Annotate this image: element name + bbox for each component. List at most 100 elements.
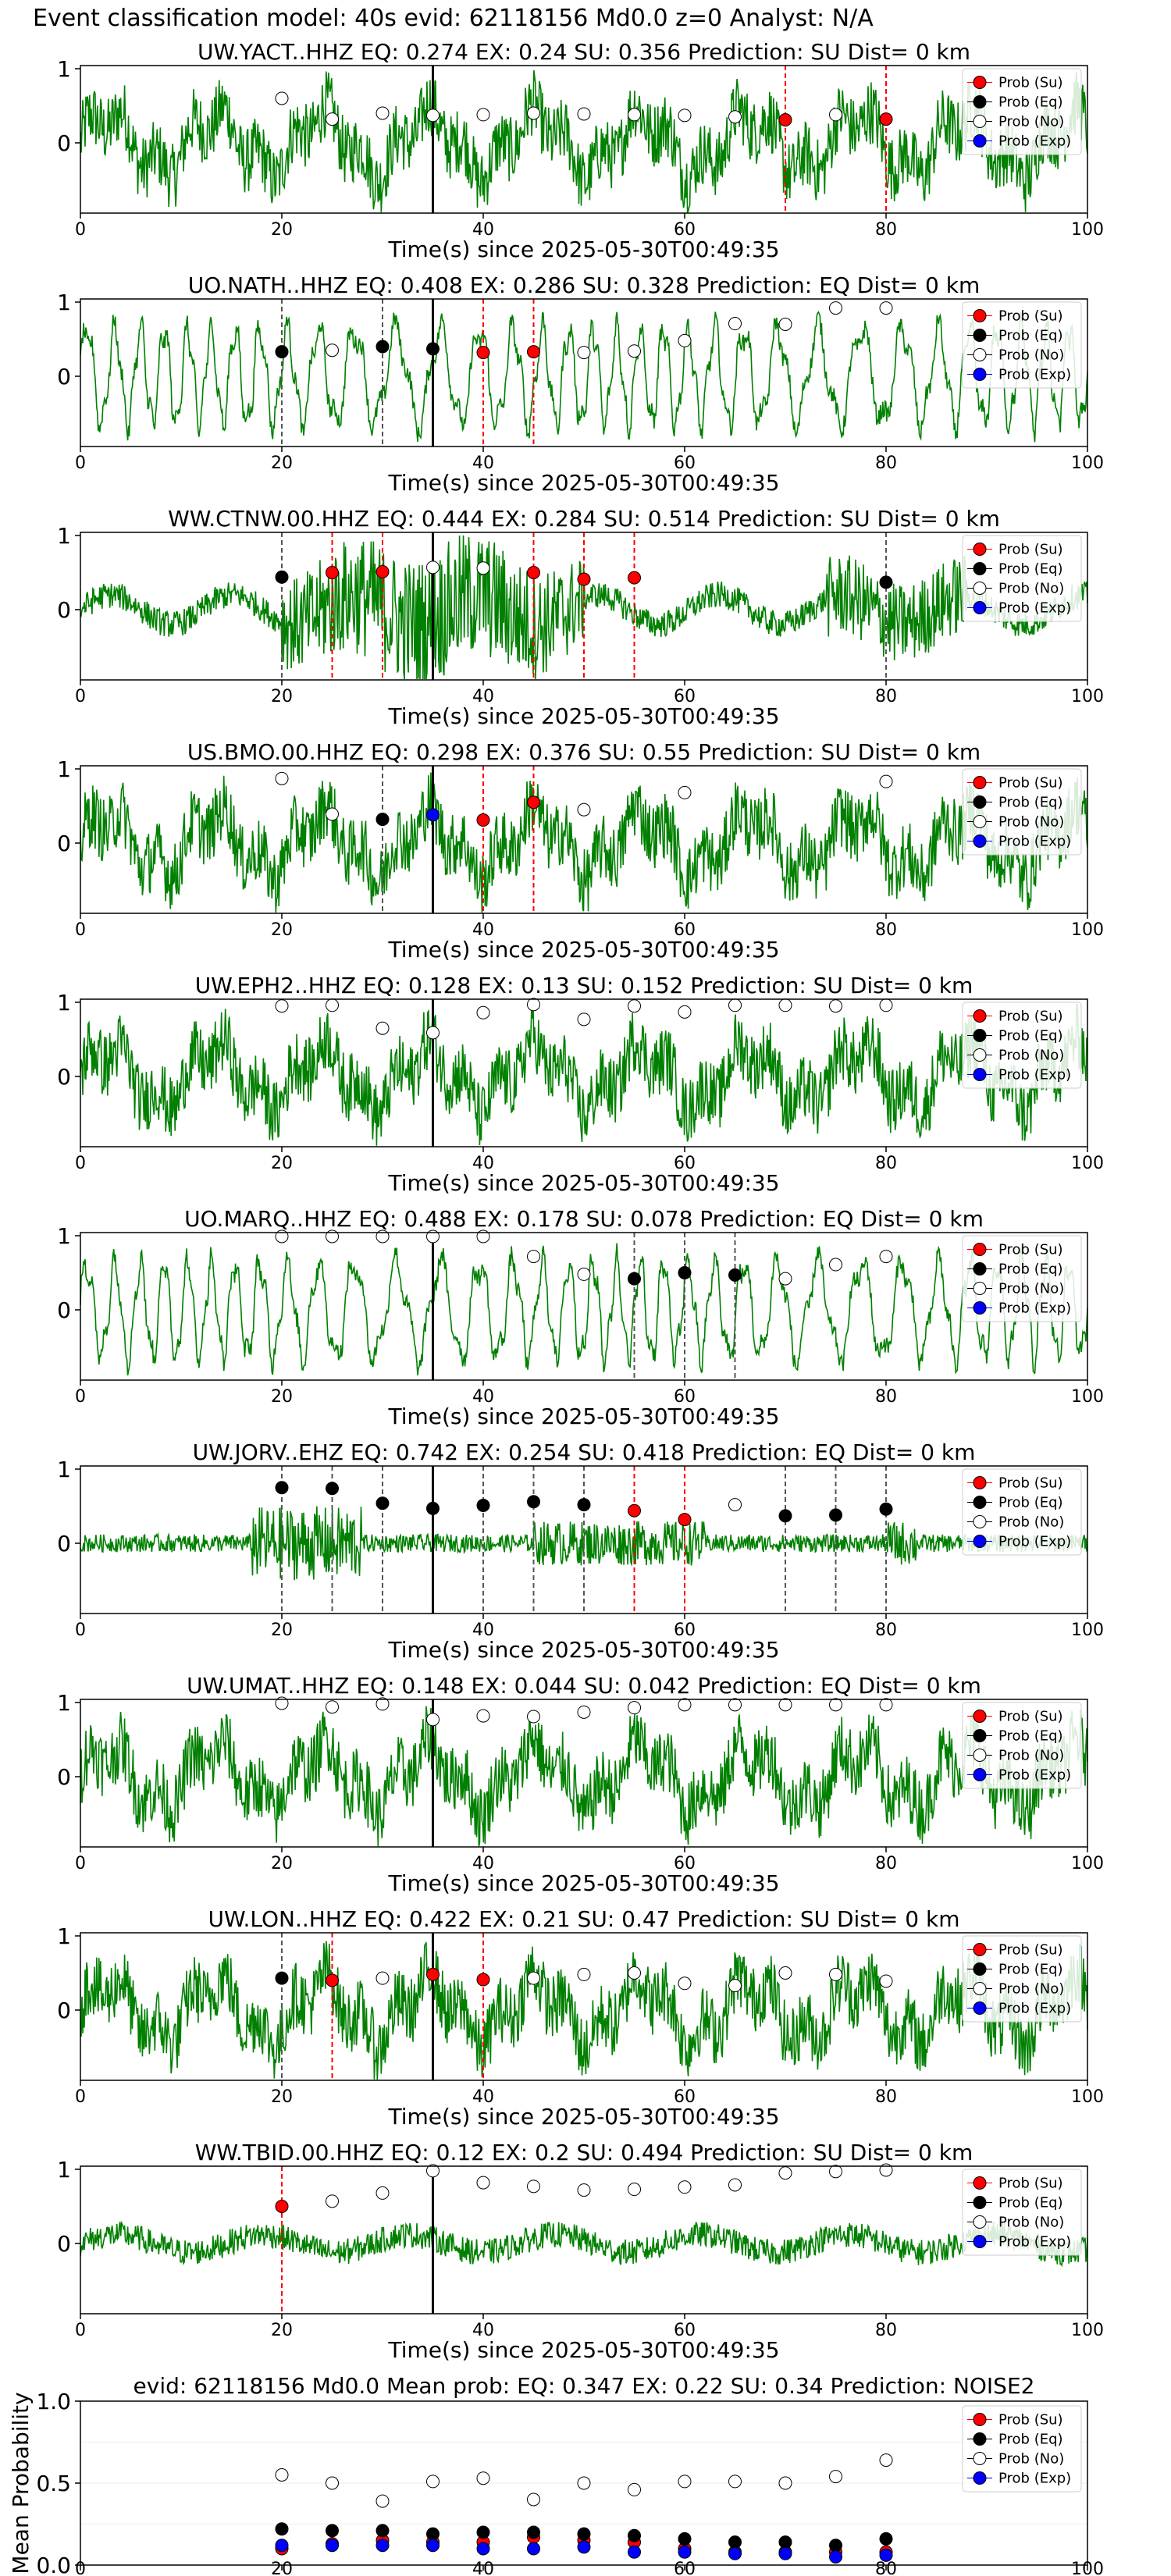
legend-box [962,1935,1082,2023]
legend-label-no: Prob (No) [998,814,1064,831]
panel-title: WW.TBID.00.HHZ EQ: 0.12 EX: 0.2 SU: 0.49… [195,2140,973,2165]
x-tick-label: 20 [271,2087,293,2107]
legend-box [962,2405,1082,2492]
prob-marker-no [527,2179,540,2194]
prob-marker-no [275,999,289,1013]
legend-label-exp: Prob (Exp) [998,2471,1071,2487]
prob-marker-su [326,1973,339,1987]
y-tick-label: 1 [57,2157,71,2183]
station-panel: UW.JORV..EHZ EQ: 0.742 EX: 0.254 SU: 0.4… [57,1439,1104,1663]
legend-label-su: Prob (Su) [998,1475,1063,1492]
legend-label-no: Prob (No) [998,1281,1064,1297]
prob-marker-no [577,2183,591,2197]
y-axis-label: Mean Probability [8,2392,34,2574]
y-tick-label: 1 [57,756,71,782]
prob-marker-no [778,318,792,331]
y-tick-label: 0 [57,831,71,856]
mean-point-exp [376,2539,390,2553]
x-axis-label: Time(s) since 2025-05-30T00:49:35 [387,2337,779,2363]
mean-point-exp [426,2539,440,2553]
mean-point-no [426,2475,440,2489]
x-tick-label: 60 [674,220,696,240]
legend-box [962,1702,1082,1789]
prob-marker-no [577,1967,591,1981]
x-tick-label: 60 [674,2560,696,2576]
x-tick-label: 100 [1071,1154,1104,1173]
mean-point-no [275,2468,289,2482]
prob-marker-no [476,1005,490,1019]
x-tick-label: 0 [75,687,86,706]
prob-marker-no [376,1971,390,1985]
prob-marker-no [728,1979,742,1993]
x-tick-label: 20 [271,2321,293,2340]
prob-marker-no [577,1267,591,1281]
x-tick-label: 80 [875,1154,897,1173]
x-tick-label: 60 [674,687,696,706]
x-tick-label: 40 [472,2087,494,2107]
y-tick-label: 1.0 [36,2389,71,2414]
prob-marker-no [326,807,339,821]
prob-marker-no [628,1701,641,1715]
prob-marker-no [326,1700,339,1714]
prob-marker-no [829,999,842,1013]
prob-marker-eq [376,1496,390,1510]
legend-marker-exp [973,1768,987,1781]
x-tick-label: 60 [674,1154,696,1173]
x-tick-label: 40 [472,1154,494,1173]
prob-marker-no [778,1698,792,1712]
prob-marker-su [577,572,591,586]
prob-marker-su [326,566,339,579]
legend-label-su: Prob (Su) [998,1009,1063,1025]
waveform-trace [80,2220,1088,2268]
prob-marker-no [829,1967,842,1981]
legend-marker-exp [973,601,987,614]
x-tick-label: 20 [271,1387,293,1407]
prob-marker-no [426,560,440,575]
x-tick-label: 0 [75,1854,86,1873]
legend-label-exp: Prob (Exp) [998,1067,1071,1083]
x-tick-label: 20 [271,1854,293,1873]
y-tick-label: 1 [57,56,71,82]
legend-marker-eq [973,562,987,575]
prob-marker-eq [376,340,390,354]
x-tick-label: 60 [674,454,696,473]
x-tick-label: 100 [1071,2087,1104,2107]
mean-point-no [376,2494,390,2508]
mean-point-no [829,2470,842,2484]
legend-marker-su [973,1243,987,1256]
prob-marker-no [577,802,591,817]
y-tick-label: 0 [57,130,71,156]
x-tick-label: 60 [674,920,696,940]
legend-box [962,1468,1082,1556]
legend-label-eq: Prob (Eq) [998,561,1063,578]
prob-marker-no [628,344,641,358]
station-panel: UW.YACT..HHZ EQ: 0.274 EX: 0.24 SU: 0.35… [57,39,1104,262]
x-tick-label: 60 [674,2087,696,2107]
y-tick-label: 0.0 [36,2553,71,2576]
axes-frame [80,298,1088,447]
mean-point-no [778,2476,792,2490]
x-tick-label: 100 [1071,454,1104,473]
legend-marker-su [973,309,987,322]
x-tick-label: 60 [674,2321,696,2340]
legend-label-no: Prob (No) [998,1048,1064,1064]
legend-marker-su [973,776,987,789]
legend-marker-eq [973,2432,987,2446]
mean-point-exp [527,2542,540,2556]
prob-marker-no [326,998,339,1012]
axes-frame [80,532,1088,681]
legend-label-eq: Prob (Eq) [998,1028,1063,1044]
x-tick-label: 40 [472,1621,494,1640]
prob-marker-no [678,1976,692,1991]
y-tick-label: 1 [57,1457,71,1482]
legend-label-no: Prob (No) [998,1981,1064,1998]
legend-marker-su [973,2176,987,2190]
prob-marker-no [476,108,490,122]
x-tick-label: 20 [271,220,293,240]
prob-marker-no [527,1710,540,1724]
prob-marker-no [577,1705,591,1719]
prob-marker-no [376,1697,390,1711]
x-tick-label: 60 [674,1854,696,1873]
prob-marker-no [376,106,390,120]
prob-marker-eq [275,570,289,584]
